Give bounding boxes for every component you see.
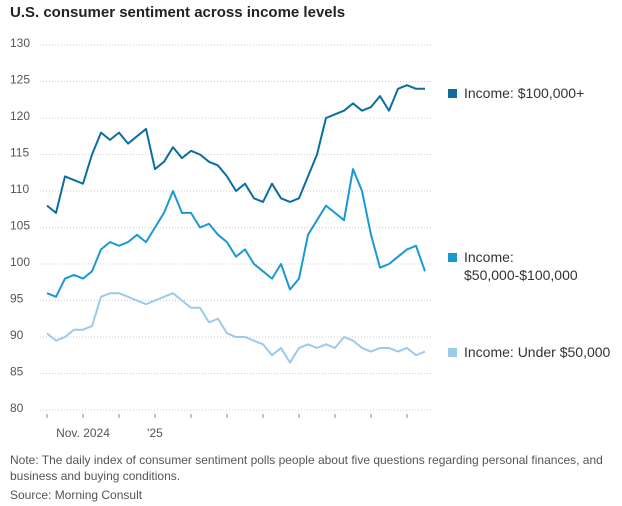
legend-item: Income: $50,000-$100,000 [448, 248, 622, 284]
y-tick-label: 85 [10, 365, 24, 379]
chart-title: U.S. consumer sentiment across income le… [10, 4, 346, 21]
series-line [46, 292, 426, 364]
y-tick-label: 90 [10, 328, 24, 342]
legend-label: Income: Under $50,000 [464, 344, 611, 360]
y-tick-label: 95 [10, 292, 24, 306]
legend-label: Income: $100,000+ [464, 85, 585, 101]
source: Source: Morning Consult [10, 488, 143, 502]
x-tick-label: Nov. 2024 [56, 426, 110, 440]
legend-swatch [448, 253, 457, 262]
legend-swatch [448, 89, 457, 98]
y-tick-label: 80 [10, 401, 24, 415]
legend-item: Income: $100,000+ [448, 84, 622, 102]
legend-item: Income: Under $50,000 [448, 343, 622, 361]
legend-label: Income: $50,000-$100,000 [464, 249, 578, 283]
series-line [46, 168, 426, 298]
y-tick-label: 130 [10, 36, 30, 50]
series-line [46, 84, 425, 214]
y-tick-label: 125 [10, 73, 30, 87]
y-tick-label: 115 [10, 146, 29, 160]
y-tick-label: 110 [10, 182, 29, 196]
chart: 80 85 90 95 100 105 110 115 120 125 130 Nov. 2024 '2… [10, 36, 432, 440]
legend-swatch [448, 348, 457, 357]
y-tick-label: 120 [10, 109, 30, 123]
x-tick-label: '25 [147, 426, 163, 440]
y-tick-label: 105 [10, 219, 30, 233]
y-tick-label: 100 [10, 255, 30, 269]
note: Note: The daily index of consumer sentim… [10, 453, 603, 483]
